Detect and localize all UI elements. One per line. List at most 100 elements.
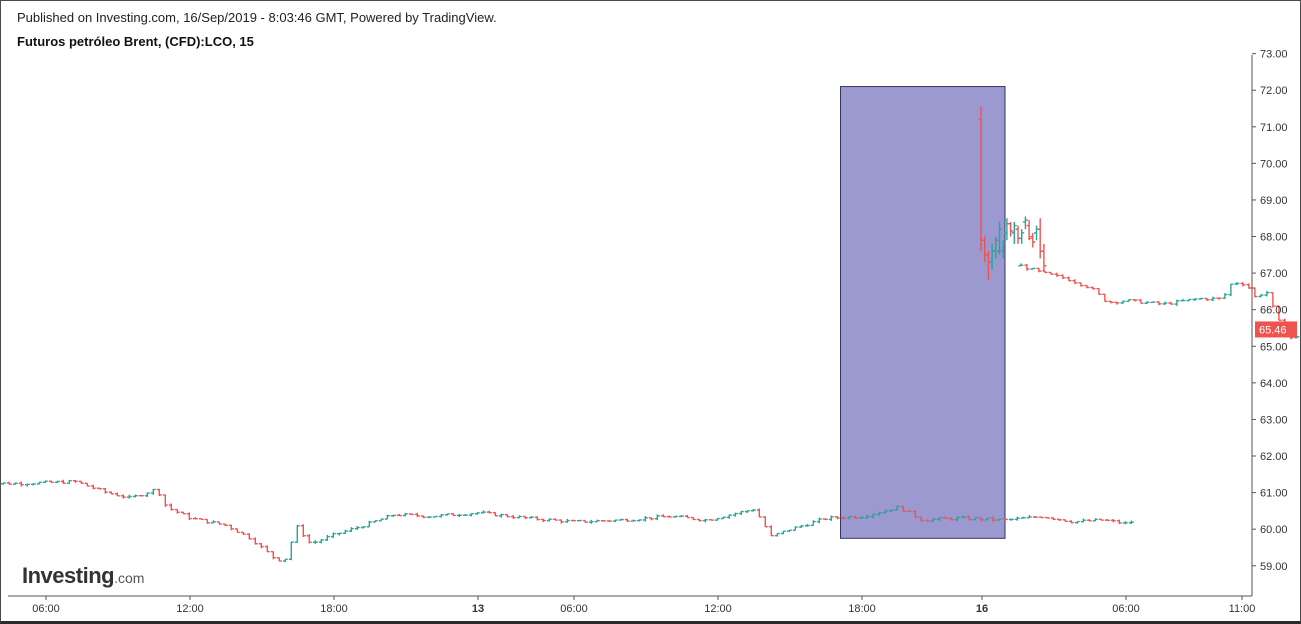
ohlc-bar [306,534,312,544]
ohlc-bar [1068,520,1074,524]
ohlc-bar [432,515,438,518]
ohlc-bar [354,525,360,530]
ohlc-bar [1042,270,1048,274]
ohlc-bar [1198,297,1204,300]
ohlc-bar [84,482,90,487]
ohlc-bar [1276,305,1282,321]
ohlc-bar [438,514,444,518]
ohlc-bar [1210,296,1216,302]
ohlc-bar [1024,264,1030,271]
ohlc-bar [834,516,840,520]
ohlc-bar [1144,301,1150,305]
ohlc-bar [1096,287,1102,295]
highlight-layer [840,86,1006,539]
ohlc-bar [1078,282,1084,287]
ohlc-bar [594,519,600,523]
ohlc-bar [18,481,24,487]
ohlc-bar [942,516,948,520]
ohlc-bar [756,508,762,518]
ohlc-bar [402,512,408,517]
ohlc-bar [1026,220,1032,241]
ohlc-bar [504,513,510,518]
ohlc-bar [997,221,1002,255]
ohlc-bar [270,550,276,560]
highlight-box [840,86,1006,539]
ohlc-bar [138,494,144,497]
ohlc-bar [372,520,378,523]
ohlc-bar [258,543,264,549]
ohlc-bar [174,508,180,514]
ohlc-bar [1066,276,1072,282]
ohlc-bar [1264,290,1270,297]
ohlc-bar [1002,517,1008,521]
ohlc-bar [1116,519,1122,525]
ohlc-bar [636,519,642,522]
ohlc-bar [606,520,612,523]
ohlc-bar [246,533,252,540]
ohlc-bar [1054,272,1060,277]
ohlc-bar [66,479,72,484]
ohlc-bar [480,510,486,514]
ohlc-bar [450,513,456,517]
ohlc-bar [624,518,630,522]
ohlc-bar [558,519,564,524]
ohlc-bar [126,494,132,499]
ohlc-bar [1186,298,1192,302]
ohlc-bar [816,517,822,524]
ohlc-bar [660,514,666,518]
ohlc-bar [114,492,120,497]
ohlc-bar [858,516,864,519]
ohlc-bar [966,515,972,521]
y-tick-label: 59.00 [1260,561,1288,573]
ohlc-bar [984,517,990,521]
ohlc-bar [993,236,999,259]
ohlc-bar [1056,518,1062,522]
ohlc-bar [1174,299,1180,306]
ohlc-bar [732,512,738,517]
ohlc-bar [1044,516,1050,519]
ohlc-bar [1008,518,1014,521]
ohlc-bar [204,518,210,524]
ohlc-bar [342,529,348,535]
ohlc-bar [720,516,726,520]
ohlc-bar [1018,263,1024,267]
ohlc-bar [1110,519,1116,523]
ohlc-bar [42,480,48,484]
ohlc-bar [1041,243,1047,272]
ohlc-bar [24,483,30,487]
ohlc-bar [1019,229,1025,244]
ohlc-bar [1060,274,1066,280]
y-tick-label: 62.00 [1260,451,1288,463]
ohlc-bar [534,516,540,521]
ohlc-bar [396,513,402,517]
ohlc-bar [768,525,774,537]
logo-suffix: .com [114,570,145,586]
y-tick-label: 60.00 [1260,524,1288,536]
ohlc-bar [762,516,768,528]
ohlc-bar [1150,301,1156,304]
ohlc-bar [912,510,918,519]
ohlc-bar [228,524,234,531]
ohlc-bar [1030,267,1036,270]
y-tick-label: 73.00 [1260,49,1288,61]
x-tick-label: 06:00 [560,603,588,615]
ohlc-bar [864,514,870,519]
ohlc-bar [678,515,684,518]
ohlc-bar [750,508,756,512]
ohlc-bar [528,516,534,519]
ohlc-bar [1168,301,1174,305]
ohlc-bar [408,513,414,516]
ohlc-bar [666,515,672,518]
ohlc-bar [876,511,882,516]
ohlc-bar [384,514,390,520]
ohlc-bar [1108,300,1114,304]
ohlc-bar [1102,293,1108,303]
y-tick-label: 71.00 [1260,122,1288,134]
ohlc-bar [1008,221,1014,237]
ohlc-bar [378,518,384,522]
ohlc-bar [948,517,954,521]
ohlc-bar [564,518,570,523]
ohlc-bar [1032,516,1038,518]
x-tick-label: 18:00 [848,603,876,615]
